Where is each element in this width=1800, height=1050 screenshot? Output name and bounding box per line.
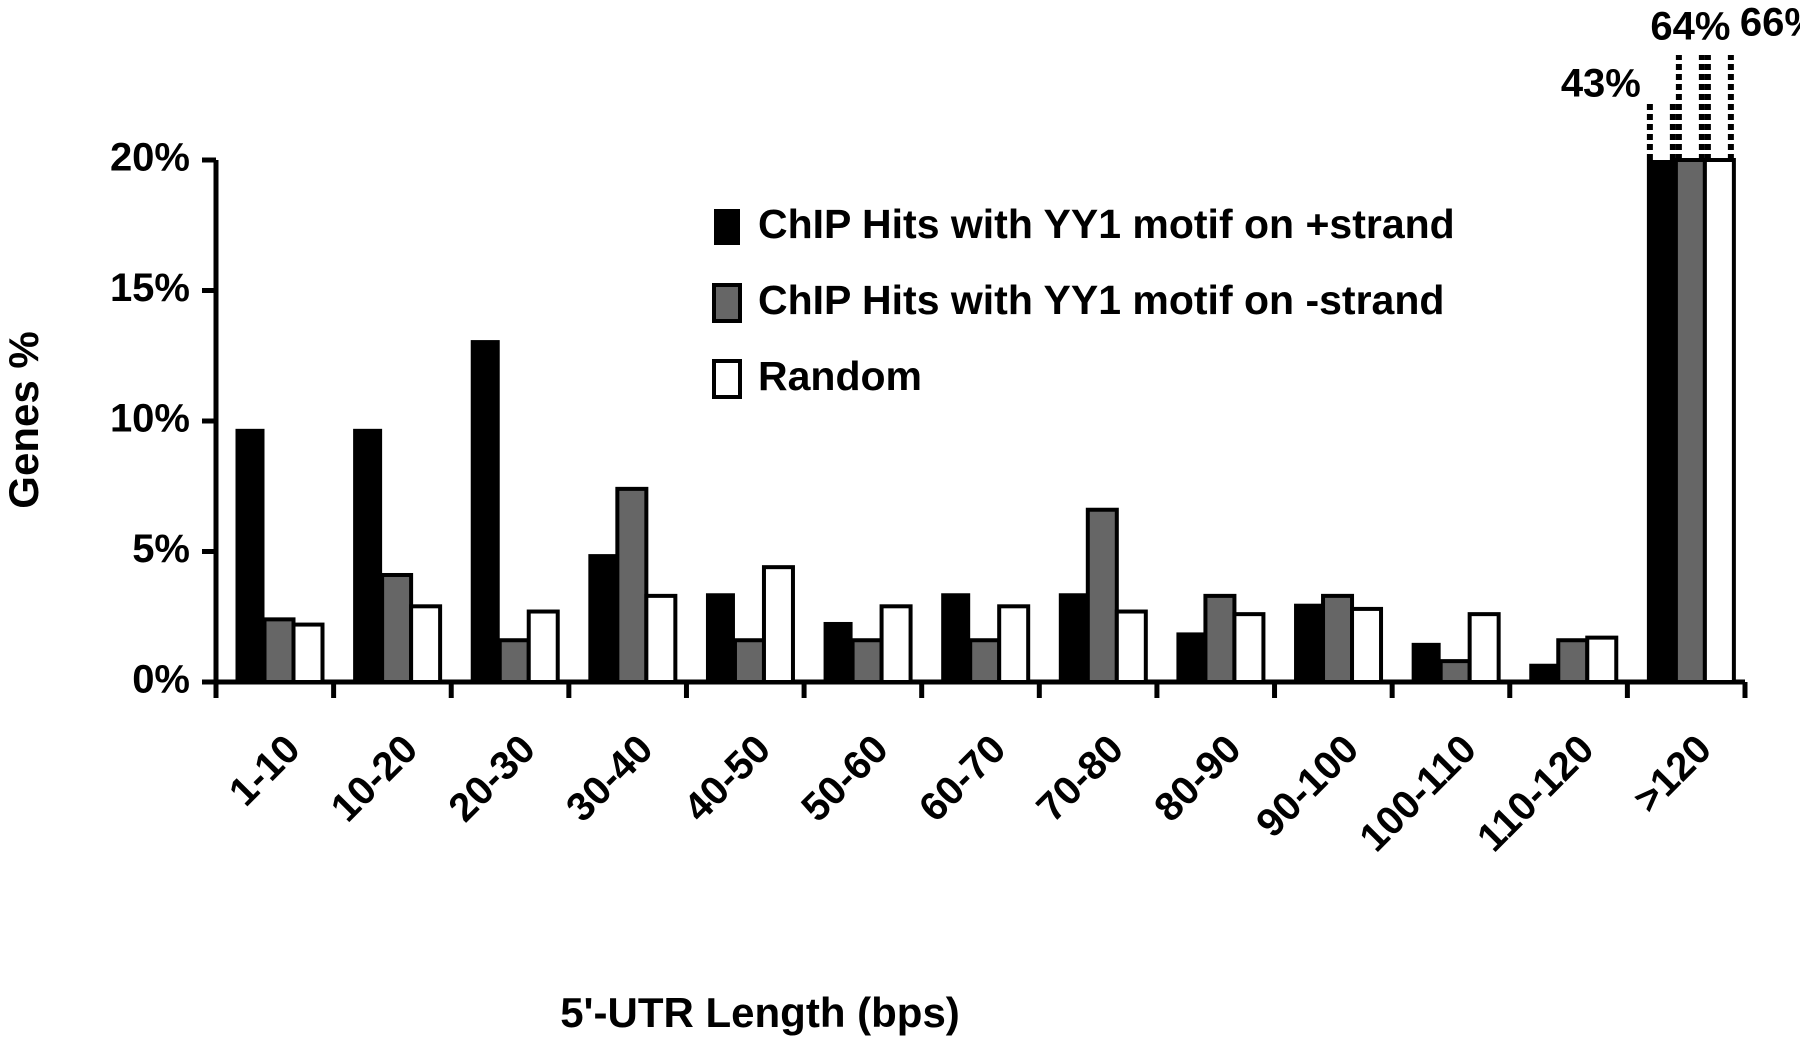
bar [732, 638, 766, 684]
x-tick-label: 30-40 [558, 727, 661, 830]
legend-label: ChIP Hits with YY1 motif on +strand [758, 201, 1455, 247]
bar [380, 572, 414, 684]
y-tick-label: 15% [110, 266, 190, 310]
bar [409, 604, 443, 684]
legend-label: ChIP Hits with YY1 motif on -strand [758, 277, 1444, 323]
bar [997, 604, 1031, 684]
legend-swatch [712, 359, 742, 399]
bar [823, 621, 853, 682]
value-label: 64% [1650, 5, 1730, 49]
bar [1529, 663, 1559, 682]
x-tick-label: 20-30 [440, 727, 543, 830]
bar [615, 486, 649, 684]
bar [1294, 603, 1324, 682]
x-tick-label: 50-60 [793, 727, 896, 830]
bar [1702, 158, 1736, 684]
bar [1058, 593, 1088, 682]
bar [644, 593, 678, 684]
bar [761, 565, 795, 684]
bar [470, 340, 500, 682]
x-tick-label: 90-100 [1248, 727, 1367, 846]
bar [1411, 642, 1441, 682]
bar [850, 638, 884, 684]
bar [262, 617, 296, 684]
x-axis-label: 5'-UTR Length (bps) [560, 989, 960, 1036]
x-tick-label: 1-10 [221, 727, 309, 815]
y-tick-label: 0% [132, 658, 190, 702]
x-tick-label: 60-70 [911, 727, 1014, 830]
bar [1114, 609, 1148, 685]
y-tick-label: 5% [132, 527, 190, 571]
bar [1350, 606, 1384, 684]
x-tick-label: 110-120 [1469, 727, 1602, 860]
y-axis-label: Genes % [0, 331, 47, 508]
x-tick-label: 40-50 [676, 727, 779, 830]
bar [1176, 632, 1206, 682]
bar [291, 622, 325, 685]
bar [879, 604, 913, 684]
bar [1556, 638, 1590, 684]
bar [1085, 507, 1119, 684]
bar [941, 593, 971, 682]
bar [353, 428, 383, 682]
bar [235, 428, 265, 682]
value-label: 43% [1561, 62, 1641, 106]
y-tick-label: 10% [110, 397, 190, 441]
bar [526, 609, 560, 685]
bar [1467, 612, 1501, 685]
legend-swatch [714, 209, 740, 245]
bar [1438, 659, 1472, 684]
bar [588, 554, 618, 682]
x-tick-label: 70-80 [1028, 727, 1131, 830]
x-tick-label: 10-20 [323, 727, 426, 830]
bar [1646, 160, 1676, 682]
bar [1203, 593, 1237, 684]
legend-label: Random [758, 353, 922, 399]
y-tick-label: 20% [110, 136, 190, 180]
bar [705, 593, 735, 682]
legend-swatch [712, 283, 742, 323]
bar [1585, 635, 1619, 685]
bar [1321, 593, 1355, 684]
x-tick-label: 100-110 [1351, 727, 1484, 860]
x-tick-label: 80-90 [1146, 727, 1249, 830]
bar [1232, 612, 1266, 685]
bar [1673, 158, 1707, 684]
x-tick-label: >120 [1625, 727, 1720, 822]
bar [497, 638, 531, 684]
bar [968, 638, 1002, 684]
value-label: 66% [1740, 1, 1800, 45]
